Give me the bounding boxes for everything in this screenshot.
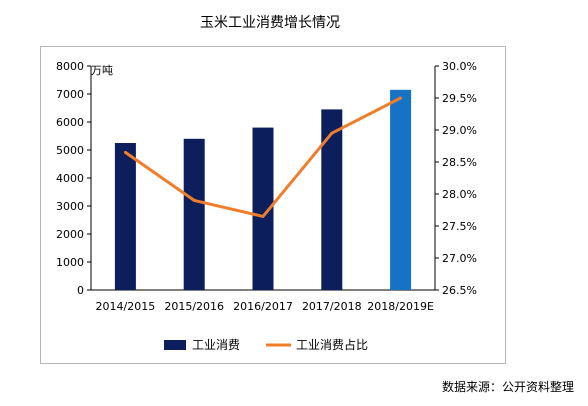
category-label: 2017/2018: [302, 300, 362, 313]
bar-1: [183, 138, 205, 290]
share-point-1: [192, 198, 196, 202]
left-tick-label: 8000: [56, 60, 84, 73]
category-label: 2015/2016: [164, 300, 224, 313]
bar-0: [114, 143, 136, 290]
source-note: 数据来源：公开资料整理: [441, 380, 574, 394]
left-axis-unit: 万吨: [91, 64, 113, 77]
category-label: 2018/2019E: [367, 300, 434, 313]
category-label: 2016/2017: [233, 300, 293, 313]
right-tick-label: 29.5%: [442, 92, 477, 105]
left-tick-label: 2000: [56, 228, 84, 241]
bar-3: [321, 109, 343, 291]
right-tick-label: 26.5%: [442, 284, 477, 297]
legend-bar-swatch: [164, 340, 186, 350]
share-point-0: [123, 150, 127, 154]
legend-line-label: 工业消费占比: [296, 337, 368, 352]
share-point-4: [399, 96, 403, 100]
right-axis-ticks: 26.5% 27.0% 27.5% 28.0% 28.5% 29.0% 29.5% 30.0%: [435, 60, 477, 297]
left-tick-label: 5000: [56, 144, 84, 157]
bar-series: [114, 89, 412, 291]
chart-title: 玉米工业消费增长情况: [200, 15, 340, 31]
chart-frame: 0 1000 2000 3000 4000 5000 6000 7000 8000 26.5% 2…: [40, 46, 506, 364]
share-point-2: [261, 214, 265, 218]
line-series: [123, 96, 403, 218]
share-point-3: [330, 131, 334, 135]
left-tick-label: 1000: [56, 256, 84, 269]
left-tick-label: 4000: [56, 172, 84, 185]
legend-bar-label: 工业消费: [192, 338, 240, 352]
category-label: 2014/2015: [96, 300, 156, 313]
right-tick-label: 27.0%: [442, 252, 477, 265]
category-labels: 2014/2015 2015/2016 2016/2017 2017/2018 2018…: [96, 300, 434, 313]
left-tick-label: 3000: [56, 200, 84, 213]
right-tick-label: 27.5%: [442, 220, 477, 233]
left-tick-label: 0: [77, 284, 84, 297]
right-tick-label: 28.0%: [442, 188, 477, 201]
left-tick-label: 7000: [56, 88, 84, 101]
left-tick-label: 6000: [56, 116, 84, 129]
bar-2: [252, 127, 274, 290]
right-tick-label: 29.0%: [442, 124, 477, 137]
left-axis-ticks: 0 1000 2000 3000 4000 5000 6000 7000 8000: [56, 60, 91, 297]
right-tick-label: 30.0%: [442, 60, 477, 73]
bar-4: [390, 89, 412, 290]
legend: 工业消费 工业消费占比: [164, 337, 368, 352]
right-tick-label: 28.5%: [442, 156, 477, 169]
